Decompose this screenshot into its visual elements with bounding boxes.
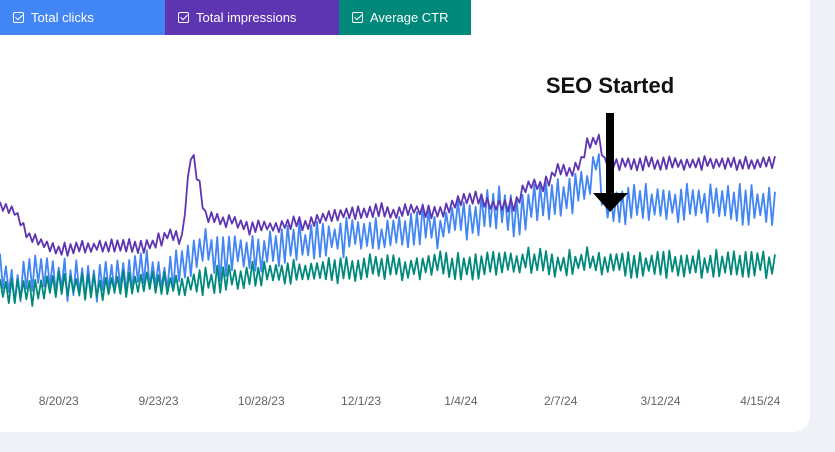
x-tick-label: 10/28/23 — [238, 394, 285, 408]
tab-label: Average CTR — [370, 10, 449, 25]
checkbox-icon[interactable] — [13, 12, 24, 23]
checkbox-icon[interactable] — [178, 12, 189, 23]
seo-started-arrow — [593, 113, 628, 212]
x-tick-label: 9/23/23 — [138, 394, 178, 408]
tab-label: Total impressions — [196, 10, 297, 25]
x-tick-label: 4/15/24 — [740, 394, 780, 408]
tab-total-impressions[interactable]: Total impressions — [165, 0, 339, 35]
tab-average-ctr[interactable]: Average CTR — [339, 0, 471, 35]
x-tick-label: 1/4/24 — [444, 394, 478, 408]
performance-chart: 8/20/23 9/23/23 10/28/23 12/1/23 1/4/24 2/7/2… — [0, 113, 781, 408]
checkbox-icon[interactable] — [352, 12, 363, 23]
metric-tabs: Total clicks Total impressions Average C… — [0, 0, 471, 35]
arrow-shaft — [606, 113, 614, 195]
chart-lines — [0, 133, 776, 307]
x-tick-label: 8/20/23 — [39, 394, 79, 408]
seo-started-annotation: SEO Started — [545, 73, 675, 98]
series-line-average-ctr — [0, 246, 776, 307]
series-line-total-clicks — [0, 153, 776, 305]
x-tick-label: 3/12/24 — [640, 394, 680, 408]
tab-total-clicks[interactable]: Total clicks — [0, 0, 165, 35]
x-axis-ticks: 8/20/23 9/23/23 10/28/23 12/1/23 1/4/24 2/7/2… — [39, 394, 781, 408]
series-line-total-impressions — [0, 133, 776, 257]
x-tick-label: 12/1/23 — [341, 394, 381, 408]
arrow-head — [593, 193, 628, 212]
x-tick-label: 2/7/24 — [544, 394, 578, 408]
tab-label: Total clicks — [31, 10, 94, 25]
performance-card: 8/20/23 9/23/23 10/28/23 12/1/23 1/4/24 2/7/2… — [0, 0, 810, 432]
